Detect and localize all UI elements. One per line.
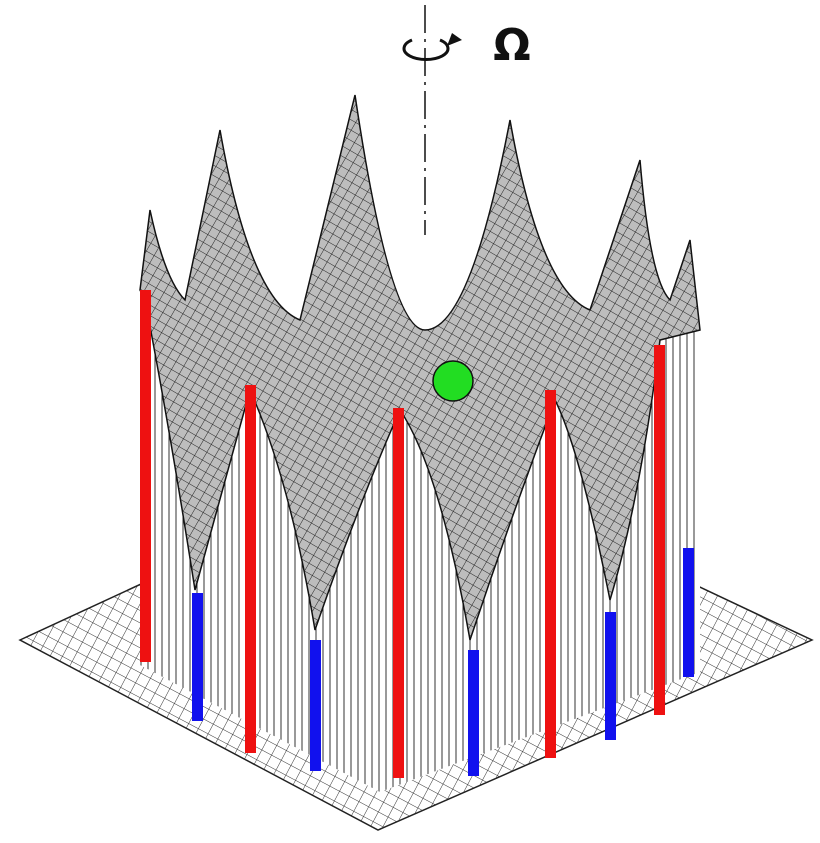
red-bar bbox=[140, 290, 151, 662]
blue-bar bbox=[192, 593, 203, 721]
rotation-arrow bbox=[404, 40, 448, 59]
omega-label: Ω bbox=[493, 20, 530, 71]
page: Ω (() => { const data = JSON.parse(docum… bbox=[0, 0, 820, 843]
figure: Ω bbox=[0, 0, 820, 843]
blue-bar bbox=[310, 640, 321, 771]
red-bar bbox=[393, 408, 404, 778]
blue-bar bbox=[468, 650, 479, 776]
rotation-arrowhead bbox=[447, 33, 462, 46]
red-bar bbox=[245, 385, 256, 753]
red-bar bbox=[654, 345, 665, 715]
red-bar bbox=[545, 390, 556, 758]
blue-bar bbox=[683, 548, 694, 677]
blue-bar bbox=[605, 612, 616, 740]
particle bbox=[433, 361, 473, 401]
